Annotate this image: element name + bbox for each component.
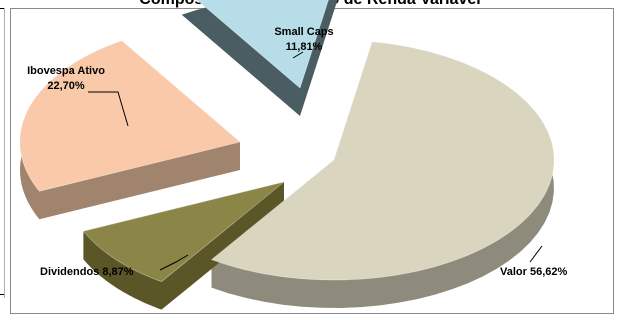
label-ibovespa-name: Ibovespa Ativo	[27, 65, 105, 77]
label-dividendos: Dividendos 8,87%	[40, 266, 134, 278]
leader-line-valor	[529, 245, 543, 263]
axis-tick	[0, 294, 4, 295]
pie-slice-dividendos	[82, 181, 285, 283]
label-ibovespa-value: 22,70%	[47, 80, 85, 92]
leader-line-dividendos	[159, 254, 189, 271]
axis-tick	[0, 8, 4, 9]
row-divider-line	[4, 8, 5, 298]
leader-line-ibovespa	[88, 91, 129, 127]
pie-slice-valor	[210, 41, 555, 281]
label-valor: Valor 56,62%	[500, 266, 567, 278]
pie-slice-ibovespa	[19, 40, 241, 192]
label-small-caps-value: 11,81%	[286, 41, 323, 53]
label-small-caps-name: Small Caps	[274, 26, 333, 38]
pie-slice-small-caps	[196, 0, 329, 89]
pie-slice-side-valor	[211, 41, 554, 308]
pie-slice-side-small-caps	[181, 0, 338, 116]
leader-line-small-caps	[292, 51, 304, 59]
